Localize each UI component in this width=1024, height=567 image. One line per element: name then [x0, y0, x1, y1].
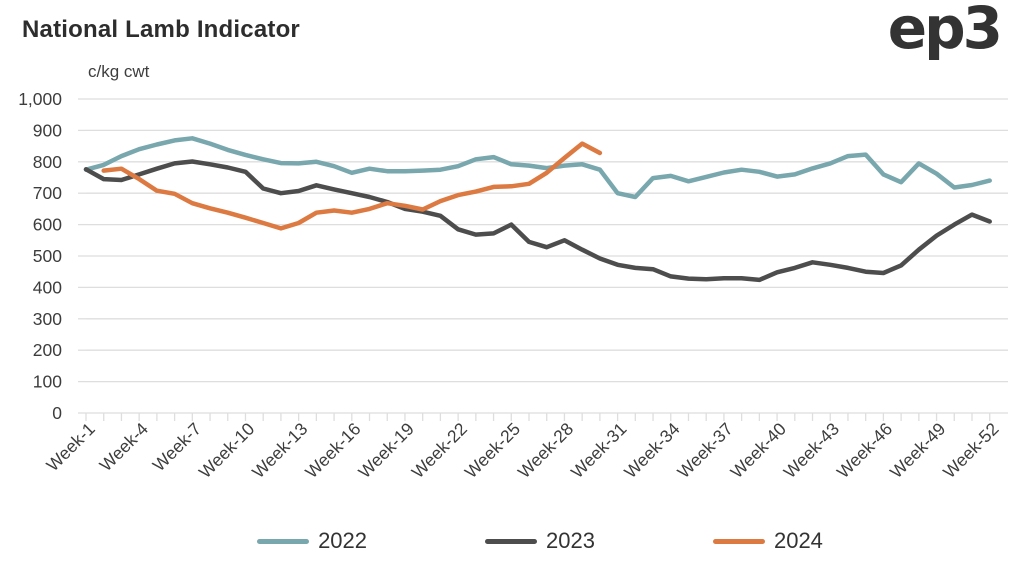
x-axis-tick-label: Week-37: [673, 419, 736, 482]
x-axis-tick-label: Week-28: [514, 419, 577, 482]
x-axis-tick-label: Week-16: [301, 419, 364, 482]
x-axis-tick-label: Week-46: [833, 419, 896, 482]
legend-swatch-2024: [712, 538, 765, 544]
x-axis-tick-label: Week-22: [408, 419, 471, 482]
legend-item-2022: 2022: [257, 528, 367, 554]
x-axis-tick-label: Week-13: [248, 419, 311, 482]
legend-swatch-2023: [485, 538, 538, 544]
x-axis-tick-label: Week-31: [567, 419, 630, 482]
series-line-2024: [101, 141, 603, 231]
legend-swatch-2022: [257, 538, 310, 544]
x-axis-tick-label: Week-19: [354, 419, 417, 482]
legend-item-2023: 2023: [485, 528, 595, 554]
ep3-logo: ep3: [887, 0, 1003, 62]
series-line-2022: [83, 136, 992, 200]
x-axis-tick-label: Week-49: [886, 419, 949, 482]
x-axis-tick-label: Week-1: [42, 419, 99, 476]
legend-label-2023: 2023: [546, 528, 595, 553]
y-axis-tick-label: 300: [33, 309, 62, 329]
y-axis-tick-label: 700: [33, 183, 62, 203]
y-axis-tick-label: 100: [33, 372, 62, 392]
y-axis-tick-label: 600: [33, 215, 62, 235]
x-axis-tick-label: Week-34: [620, 419, 684, 483]
page-title: National Lamb Indicator: [22, 16, 300, 43]
y-axis-tick-label: 200: [33, 340, 62, 360]
y-axis-unit-label: c/kg cwt: [88, 62, 150, 81]
y-axis-tick-label: 0: [52, 403, 62, 423]
x-axis-tick-label: Week-52: [939, 419, 1002, 482]
y-axis-tick-label: 800: [33, 152, 62, 172]
legend-item-2024: 2024: [712, 528, 823, 554]
y-axis-tick-label: 1,000: [18, 89, 62, 109]
legend-label-2024: 2024: [773, 528, 823, 553]
x-axis-tick-label: Week-4: [95, 419, 152, 476]
chart-legend: 2022 2023 2024: [0, 528, 1024, 554]
series-line-2023: [83, 159, 992, 283]
legend-label-2022: 2022: [318, 528, 368, 553]
y-axis-tick-label: 400: [33, 277, 62, 297]
x-axis-tick-label: Week-40: [726, 419, 790, 483]
x-axis-tick-label: Week-10: [195, 419, 259, 483]
x-axis-tick-label: Week-25: [461, 419, 524, 482]
y-axis-tick-label: 500: [33, 246, 62, 266]
x-axis-tick-label: Week-43: [780, 419, 843, 482]
y-axis-tick-label: 900: [33, 120, 62, 140]
